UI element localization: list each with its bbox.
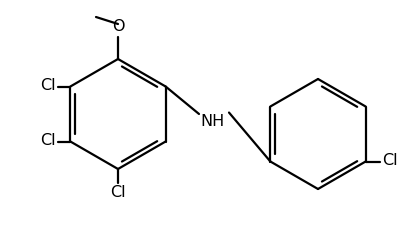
Text: Cl: Cl <box>381 153 396 168</box>
Text: Cl: Cl <box>40 133 55 148</box>
Text: NH: NH <box>200 114 225 129</box>
Text: Cl: Cl <box>110 185 126 200</box>
Text: O: O <box>112 19 124 34</box>
Text: Cl: Cl <box>40 78 55 93</box>
